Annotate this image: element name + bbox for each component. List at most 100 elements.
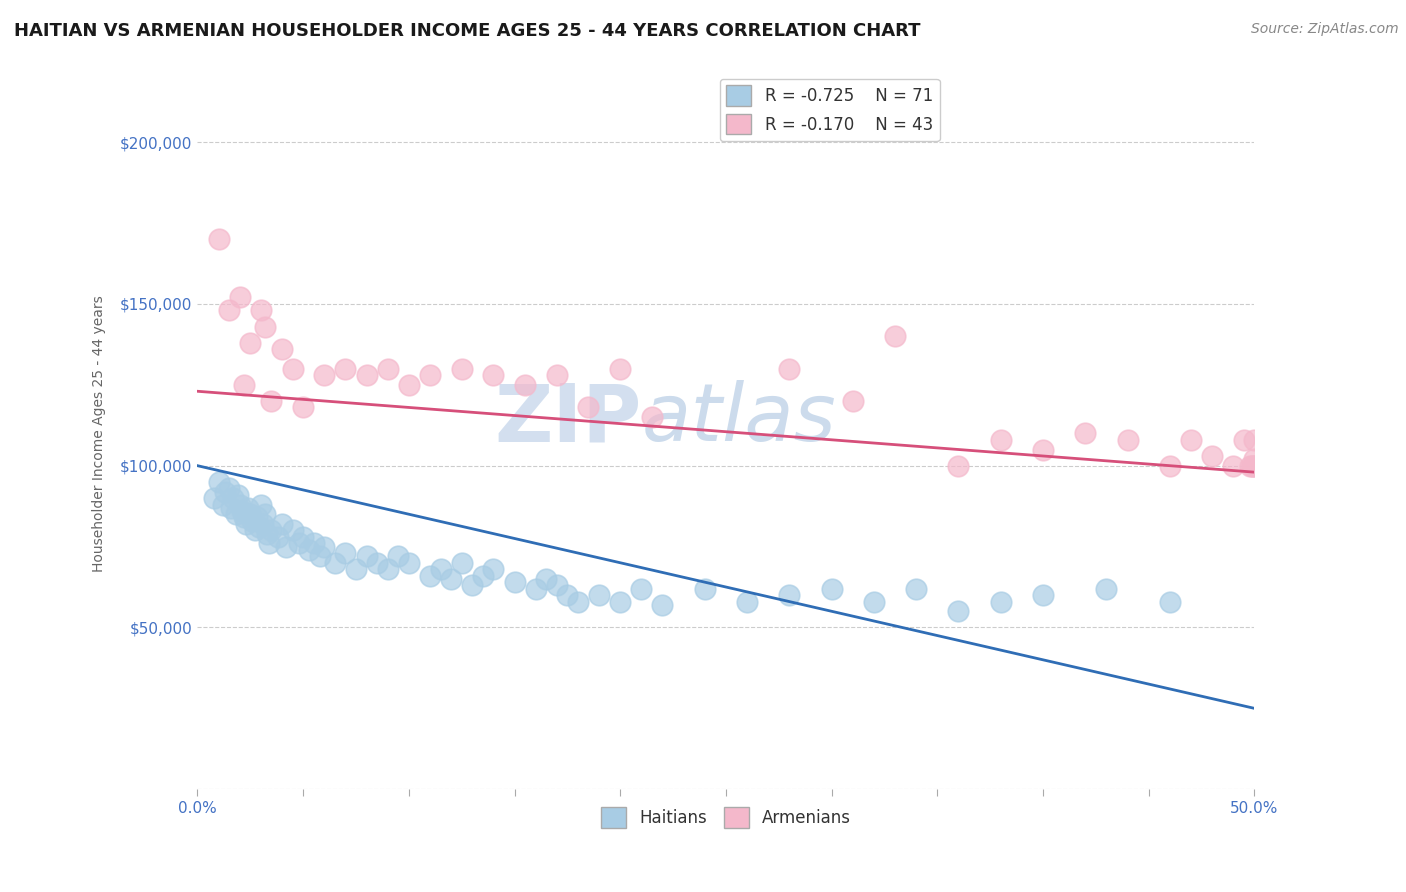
Point <box>948 458 970 473</box>
Text: HAITIAN VS ARMENIAN HOUSEHOLDER INCOME AGES 25 - 44 YEARS CORRELATION CHART: HAITIAN VS ARMENIAN HOUSEHOLDER INCOME A… <box>14 22 921 40</box>
Point <box>335 361 357 376</box>
Legend: Haitians, Armenians: Haitians, Armenians <box>595 801 858 834</box>
Point <box>641 410 664 425</box>
Point <box>250 303 273 318</box>
Point <box>693 582 716 596</box>
Point <box>214 484 236 499</box>
Point <box>820 582 842 596</box>
Point <box>226 488 249 502</box>
Point <box>356 368 378 383</box>
Point <box>948 604 970 618</box>
Point <box>222 491 245 505</box>
Point <box>1243 433 1265 447</box>
Point <box>524 582 547 596</box>
Point <box>513 377 536 392</box>
Point <box>419 568 441 582</box>
Point <box>309 549 332 564</box>
Point <box>366 556 388 570</box>
Point <box>419 368 441 383</box>
Point <box>546 578 568 592</box>
Point <box>229 498 252 512</box>
Point <box>578 401 600 415</box>
Point <box>630 582 652 596</box>
Point <box>302 536 325 550</box>
Point <box>398 556 420 570</box>
Point <box>246 510 269 524</box>
Point <box>239 335 262 350</box>
Point <box>235 516 257 531</box>
Point <box>735 594 758 608</box>
Point <box>1074 426 1097 441</box>
Point <box>841 394 863 409</box>
Text: atlas: atlas <box>641 380 837 458</box>
Point <box>242 514 264 528</box>
Point <box>503 575 526 590</box>
Point <box>224 507 246 521</box>
Point <box>233 377 256 392</box>
Point <box>884 329 907 343</box>
Point <box>1095 582 1118 596</box>
Point <box>292 401 315 415</box>
Point <box>271 342 294 356</box>
Point <box>482 562 505 576</box>
Point <box>239 507 262 521</box>
Point <box>207 475 229 489</box>
Point <box>990 594 1012 608</box>
Point <box>233 510 256 524</box>
Point <box>267 530 290 544</box>
Point <box>387 549 409 564</box>
Point <box>588 588 610 602</box>
Point <box>778 588 800 602</box>
Point <box>557 588 579 602</box>
Point <box>314 540 336 554</box>
Point <box>298 542 321 557</box>
Point <box>461 578 484 592</box>
Point <box>219 500 242 515</box>
Point <box>250 498 273 512</box>
Point <box>211 498 233 512</box>
Point <box>377 361 399 376</box>
Point <box>609 361 631 376</box>
Point <box>450 556 472 570</box>
Point <box>1159 594 1181 608</box>
Point <box>450 361 472 376</box>
Point <box>651 598 673 612</box>
Point <box>238 500 260 515</box>
Point <box>292 530 315 544</box>
Point <box>356 549 378 564</box>
Point <box>254 319 277 334</box>
Point <box>377 562 399 576</box>
Point <box>534 572 557 586</box>
Point <box>243 524 266 538</box>
Point <box>778 361 800 376</box>
Point <box>1243 458 1265 473</box>
Text: ZIP: ZIP <box>494 380 641 458</box>
Point <box>546 368 568 383</box>
Point <box>429 562 451 576</box>
Point <box>1201 449 1223 463</box>
Point <box>990 433 1012 447</box>
Point <box>609 594 631 608</box>
Point <box>567 594 589 608</box>
Point <box>1233 433 1256 447</box>
Point <box>288 536 311 550</box>
Point <box>254 507 277 521</box>
Point <box>281 361 304 376</box>
Point <box>218 481 240 495</box>
Point <box>256 526 278 541</box>
Point <box>323 556 346 570</box>
Y-axis label: Householder Income Ages 25 - 44 years: Householder Income Ages 25 - 44 years <box>93 295 107 572</box>
Point <box>1239 458 1261 473</box>
Point <box>1159 458 1181 473</box>
Point <box>440 572 463 586</box>
Point <box>482 368 505 383</box>
Point <box>229 290 252 304</box>
Point <box>1032 442 1054 457</box>
Point <box>202 491 225 505</box>
Point <box>207 232 229 246</box>
Point <box>905 582 928 596</box>
Point <box>1032 588 1054 602</box>
Point <box>218 303 240 318</box>
Point <box>1116 433 1139 447</box>
Point <box>1243 452 1265 467</box>
